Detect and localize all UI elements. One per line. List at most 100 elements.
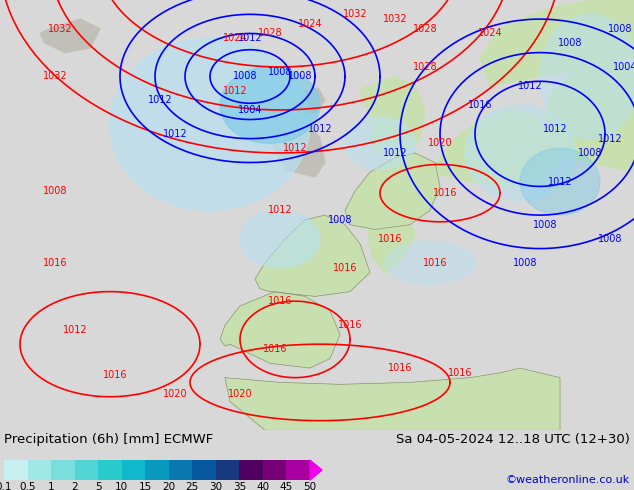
Bar	[192, 460, 216, 480]
Ellipse shape	[385, 242, 475, 284]
Text: 1032: 1032	[383, 14, 407, 24]
Bar	[75, 460, 98, 480]
Text: 1020: 1020	[163, 389, 187, 399]
Text: 20: 20	[162, 482, 176, 490]
Text: 1012: 1012	[163, 129, 187, 139]
Text: 1008: 1008	[598, 234, 622, 244]
Polygon shape	[220, 292, 340, 368]
Text: 1008: 1008	[328, 215, 353, 225]
Text: 1020: 1020	[428, 138, 452, 148]
Polygon shape	[40, 19, 100, 52]
Text: 1016: 1016	[268, 296, 292, 306]
Ellipse shape	[240, 210, 320, 268]
Text: 1032: 1032	[343, 9, 367, 19]
Text: 1032: 1032	[48, 24, 72, 34]
Bar	[263, 460, 287, 480]
Ellipse shape	[520, 148, 600, 215]
Text: 1012: 1012	[307, 124, 332, 134]
Text: 1016: 1016	[262, 344, 287, 354]
Text: 45: 45	[280, 482, 293, 490]
Text: 30: 30	[209, 482, 223, 490]
Bar	[169, 460, 192, 480]
Bar	[145, 460, 169, 480]
Text: 1008: 1008	[288, 72, 313, 81]
Text: 25: 25	[186, 482, 199, 490]
Text: 1012: 1012	[283, 143, 307, 153]
Text: 1020: 1020	[228, 389, 252, 399]
Text: 1016: 1016	[42, 258, 67, 268]
Bar	[4, 460, 27, 480]
Text: 1008: 1008	[42, 186, 67, 196]
Text: 1012: 1012	[223, 86, 247, 96]
Text: 5: 5	[95, 482, 101, 490]
Polygon shape	[480, 0, 634, 86]
Text: 1008: 1008	[608, 24, 632, 34]
Text: ©weatheronline.co.uk: ©weatheronline.co.uk	[506, 475, 630, 485]
Bar	[240, 460, 263, 480]
Text: 1008: 1008	[268, 67, 292, 77]
Ellipse shape	[110, 38, 310, 210]
Ellipse shape	[220, 67, 320, 144]
Text: 1012: 1012	[148, 96, 172, 105]
Text: 1012: 1012	[598, 134, 623, 144]
Text: 1016: 1016	[103, 370, 127, 380]
Polygon shape	[370, 129, 386, 153]
Text: Sa 04-05-2024 12..18 UTC (12+30): Sa 04-05-2024 12..18 UTC (12+30)	[396, 433, 630, 446]
Text: 1012: 1012	[548, 177, 573, 187]
Text: 1008: 1008	[578, 148, 602, 158]
Ellipse shape	[540, 14, 634, 139]
Text: 50: 50	[304, 482, 316, 490]
Text: 15: 15	[139, 482, 152, 490]
Bar	[51, 460, 75, 480]
Text: 1012: 1012	[383, 148, 407, 158]
Text: 1008: 1008	[513, 258, 537, 268]
Polygon shape	[368, 205, 415, 272]
Polygon shape	[272, 134, 292, 158]
Text: 1012: 1012	[63, 325, 87, 335]
Text: 1028: 1028	[413, 24, 437, 34]
Text: 1032: 1032	[42, 72, 67, 81]
Text: 1016: 1016	[378, 234, 402, 244]
Polygon shape	[430, 110, 560, 186]
Bar	[287, 460, 310, 480]
Polygon shape	[540, 57, 634, 172]
Text: 0.1: 0.1	[0, 482, 12, 490]
Text: 10: 10	[115, 482, 128, 490]
Text: 1004: 1004	[612, 62, 634, 72]
Ellipse shape	[345, 117, 415, 170]
Text: 2: 2	[71, 482, 78, 490]
Bar	[122, 460, 145, 480]
Text: 1016: 1016	[468, 100, 492, 110]
Text: 1016: 1016	[448, 368, 472, 378]
Text: 1004: 1004	[238, 105, 262, 115]
Text: 1028: 1028	[257, 28, 282, 38]
Bar	[216, 460, 240, 480]
Text: 1: 1	[48, 482, 55, 490]
Text: 1012: 1012	[238, 33, 262, 43]
Bar	[98, 460, 122, 480]
Text: 1016: 1016	[388, 363, 412, 373]
Text: 0.5: 0.5	[19, 482, 36, 490]
Text: 1024: 1024	[298, 19, 322, 29]
Polygon shape	[360, 76, 425, 153]
Text: 1028: 1028	[413, 62, 437, 72]
Text: 1012: 1012	[543, 124, 567, 134]
Text: 1012: 1012	[268, 205, 292, 215]
Text: 1016: 1016	[338, 320, 362, 330]
Polygon shape	[310, 460, 322, 480]
Text: 1024: 1024	[223, 33, 247, 43]
Text: 1012: 1012	[518, 81, 542, 91]
Text: 1016: 1016	[423, 258, 447, 268]
Text: 1008: 1008	[533, 220, 557, 230]
Text: 1016: 1016	[333, 263, 357, 273]
Ellipse shape	[465, 105, 575, 201]
Polygon shape	[282, 124, 325, 177]
Polygon shape	[225, 368, 560, 430]
Text: 1016: 1016	[433, 188, 457, 198]
Text: 40: 40	[256, 482, 269, 490]
Text: 1008: 1008	[233, 72, 257, 81]
Text: 35: 35	[233, 482, 246, 490]
Polygon shape	[345, 153, 440, 229]
Text: Precipitation (6h) [mm] ECMWF: Precipitation (6h) [mm] ECMWF	[4, 433, 213, 446]
Polygon shape	[255, 215, 370, 296]
